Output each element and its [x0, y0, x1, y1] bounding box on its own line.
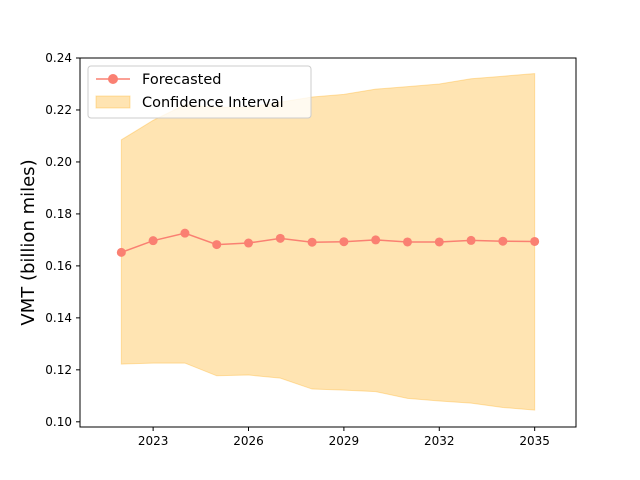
x-tick-label: 2029	[329, 434, 360, 448]
forecast-point	[339, 237, 349, 247]
y-axis-label: VMT (billion miles)	[18, 159, 39, 325]
y-tick-label: 0.12	[45, 363, 72, 377]
forecast-point	[116, 247, 126, 257]
forecast-point	[148, 236, 158, 246]
y-tick-label: 0.16	[45, 259, 72, 273]
y-tick-label: 0.22	[45, 103, 72, 117]
y-tick-label: 0.20	[45, 155, 72, 169]
forecast-point	[498, 236, 508, 246]
forecast-point	[180, 228, 190, 238]
legend-confidence-patch	[95, 95, 131, 109]
plot-area	[116, 73, 540, 411]
x-tick-label: 2026	[233, 434, 264, 448]
forecast-point	[402, 237, 412, 247]
legend-forecast-marker	[108, 74, 118, 84]
forecast-point	[307, 237, 317, 247]
forecast-point	[371, 235, 381, 245]
x-tick-label: 2035	[519, 434, 550, 448]
x-tick-label: 2032	[424, 434, 455, 448]
legend-label-confidence-interval: Confidence Interval	[142, 95, 284, 111]
axes-frame	[79, 57, 577, 428]
forecast-point	[434, 237, 444, 247]
forecast-point	[530, 236, 540, 246]
legend-label-forecasted: Forecasted	[142, 72, 221, 88]
y-axis: 0.10 0.12 0.14 0.16 0.18 0.20 0.22 0.24	[45, 51, 80, 429]
forecast-point	[212, 240, 222, 250]
y-tick-label: 0.18	[45, 207, 72, 221]
x-tick-label: 2023	[138, 434, 169, 448]
forecast-line	[121, 232, 535, 254]
y-tick-label: 0.14	[45, 311, 72, 325]
legend: Forecasted Confidence Interval	[87, 65, 312, 119]
forecast-point	[244, 238, 254, 248]
legend-box	[87, 65, 312, 119]
forecast-point	[466, 235, 476, 245]
y-tick-label: 0.10	[45, 415, 72, 429]
y-tick-label: 0.24	[45, 51, 72, 65]
x-axis: 2023 2026 2029 2032 2035	[138, 427, 550, 448]
forecast-point	[275, 233, 285, 243]
